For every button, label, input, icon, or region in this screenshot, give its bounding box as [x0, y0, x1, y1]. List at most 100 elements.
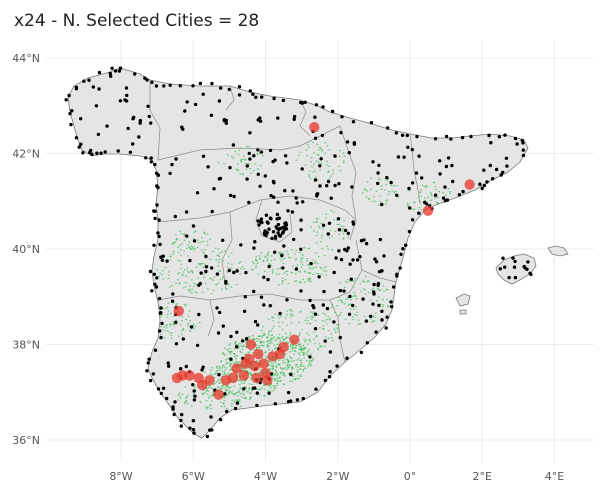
city-point	[191, 224, 196, 228]
green-area-cell	[191, 279, 193, 281]
city-point	[188, 258, 192, 263]
green-area-cell	[337, 331, 340, 333]
green-area-cell	[310, 353, 313, 355]
city-point	[379, 269, 384, 273]
city-point	[156, 387, 161, 391]
city-point	[337, 228, 342, 232]
city-point	[259, 295, 264, 299]
green-area-cell	[433, 182, 436, 184]
city-point	[131, 117, 135, 121]
green-area-cell	[282, 280, 284, 282]
green-area-cell	[346, 279, 349, 281]
city-point	[126, 126, 130, 131]
city-point	[394, 131, 398, 135]
green-area-cell	[317, 153, 319, 155]
green-area-cell	[303, 270, 306, 272]
green-area-cell	[230, 267, 233, 269]
green-area-cell	[281, 258, 284, 260]
green-area-cell	[260, 343, 262, 345]
green-area-cell	[218, 261, 220, 263]
city-point	[268, 148, 273, 153]
green-area-cell	[327, 248, 329, 250]
green-area-cell	[174, 241, 176, 243]
green-area-cell	[175, 239, 178, 241]
green-area-cell	[248, 388, 250, 390]
menorca	[547, 245, 569, 257]
green-area-cell	[169, 286, 171, 288]
city-point	[339, 257, 344, 262]
green-area-cell	[167, 277, 170, 279]
city-point	[333, 154, 337, 158]
green-area-cell	[226, 271, 228, 273]
green-area-cell	[424, 186, 426, 188]
city-point	[145, 369, 149, 373]
green-area-cell	[227, 350, 230, 353]
city-point	[319, 157, 323, 161]
green-area-cell	[175, 304, 178, 306]
green-area-cell	[324, 152, 327, 154]
city-point	[259, 220, 263, 224]
green-area-cell	[218, 258, 221, 261]
green-area-cell	[232, 393, 235, 395]
green-area-cell	[268, 385, 270, 387]
green-area-cell	[215, 366, 218, 368]
green-area-cell	[294, 280, 296, 282]
green-area-cell	[304, 341, 306, 343]
green-area-cell	[299, 151, 302, 153]
green-area-cell	[246, 146, 248, 148]
city-point	[158, 311, 162, 315]
city-point	[200, 368, 204, 372]
green-area-cell	[390, 185, 393, 187]
green-area-cell	[295, 280, 297, 282]
green-area-cell	[269, 364, 271, 366]
green-area-cell	[351, 316, 354, 318]
city-point	[351, 258, 355, 262]
green-area-cell	[280, 367, 282, 369]
green-area-cell	[290, 322, 293, 324]
green-area-cell	[237, 395, 239, 397]
city-point	[257, 223, 261, 227]
green-area-cell	[329, 229, 332, 231]
green-area-cell	[185, 303, 188, 305]
green-area-cell	[178, 395, 181, 397]
city-point	[503, 133, 507, 137]
city-point	[79, 117, 83, 121]
green-area-cell	[271, 327, 274, 329]
city-point	[128, 150, 133, 154]
city-point	[185, 100, 189, 104]
city-point	[389, 300, 393, 304]
city-point	[165, 259, 169, 263]
green-area-cell	[237, 169, 239, 172]
green-area-cell	[289, 351, 291, 353]
green-area-cell	[283, 368, 285, 370]
green-area-cell	[233, 362, 235, 364]
city-point	[138, 118, 143, 123]
green-area-cell	[379, 201, 382, 203]
green-area-cell	[212, 289, 215, 291]
green-area-cell	[244, 163, 247, 165]
green-area-cell	[172, 253, 174, 255]
green-area-cell	[343, 160, 345, 162]
green-area-cell	[357, 319, 360, 321]
green-area-cell	[197, 239, 199, 241]
green-area-cell	[208, 387, 210, 389]
green-area-cell	[218, 255, 221, 258]
green-area-cell	[295, 250, 297, 252]
city-point	[372, 282, 376, 287]
green-area-cell	[240, 159, 242, 161]
green-area-cell	[285, 271, 287, 273]
green-area-cell	[306, 322, 308, 324]
city-point	[268, 304, 272, 308]
green-area-cell	[272, 269, 274, 271]
green-area-cell	[340, 299, 342, 301]
green-area-cell	[261, 336, 263, 338]
city-point	[229, 357, 233, 361]
green-area-cell	[295, 363, 297, 365]
green-area-cell	[302, 348, 304, 350]
green-area-cell	[305, 353, 308, 355]
city-point	[157, 329, 162, 333]
x-tick-label: 2°W	[326, 470, 349, 483]
green-area-cell	[312, 273, 314, 275]
selected-city-markers	[171, 122, 475, 400]
green-area-cell	[363, 315, 366, 317]
